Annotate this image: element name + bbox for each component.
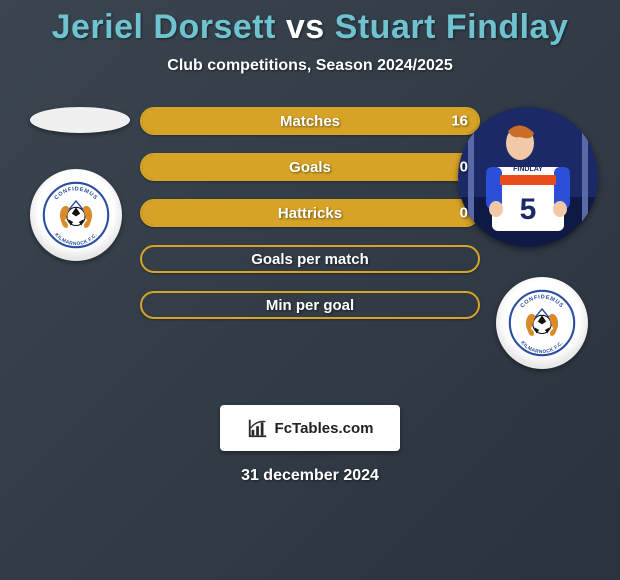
vs-label: vs (286, 8, 325, 46)
chart-icon (247, 417, 269, 439)
stat-value-right: 16 (451, 113, 468, 130)
player2-name: Stuart Findlay (335, 8, 569, 46)
crest-icon: CONFIDEMUS KILMARNOCK F.C. (41, 180, 111, 250)
watermark-text: FcTables.com (275, 420, 374, 437)
stat-label: Goals per match (251, 251, 369, 268)
player1-photo-placeholder (30, 107, 130, 133)
stat-bar: Min per goal (140, 291, 480, 319)
stat-label: Goals (289, 159, 331, 176)
comparison-card: Jeriel Dorsett vs Stuart Findlay Club co… (0, 0, 620, 485)
subtitle: Club competitions, Season 2024/2025 (167, 57, 452, 75)
player2-club-crest: CONFIDEMUS KILMARNOCK F.C. (496, 277, 588, 369)
stat-label: Hattricks (278, 205, 342, 222)
player2-photo: FINDLAY 5 (458, 107, 598, 247)
player1-name: Jeriel Dorsett (52, 8, 276, 46)
stat-bar: Goals 0 (140, 153, 480, 181)
page-title: Jeriel Dorsett vs Stuart Findlay (52, 8, 569, 47)
player1-club-crest: CONFIDEMUS KILMARNOCK F.C. (30, 169, 122, 261)
stat-value-right: 0 (460, 205, 468, 222)
stat-bar: Hattricks 0 (140, 199, 480, 227)
left-column: CONFIDEMUS KILMARNOCK F.C. (20, 103, 140, 261)
svg-text:5: 5 (520, 193, 537, 226)
stat-value-right: 0 (460, 159, 468, 176)
right-column: FINDLAY 5 CONFIDEMUS (480, 103, 600, 369)
crest-icon: CONFIDEMUS KILMARNOCK F.C. (507, 288, 577, 358)
stat-bars: Matches 16 Goals 0 Hattricks 0 Goals per match… (140, 103, 480, 319)
stat-bar: Goals per match (140, 245, 480, 273)
stat-label: Matches (280, 113, 340, 130)
svg-text:FINDLAY: FINDLAY (513, 166, 543, 173)
player2-photo-illustration: FINDLAY 5 (458, 107, 598, 247)
stat-bar: Matches 16 (140, 107, 480, 135)
stat-label: Min per goal (266, 297, 354, 314)
watermark: FcTables.com (220, 405, 400, 451)
main-row: CONFIDEMUS KILMARNOCK F.C. Matches 16 Goal… (0, 103, 620, 369)
date-label: 31 december 2024 (241, 467, 379, 485)
